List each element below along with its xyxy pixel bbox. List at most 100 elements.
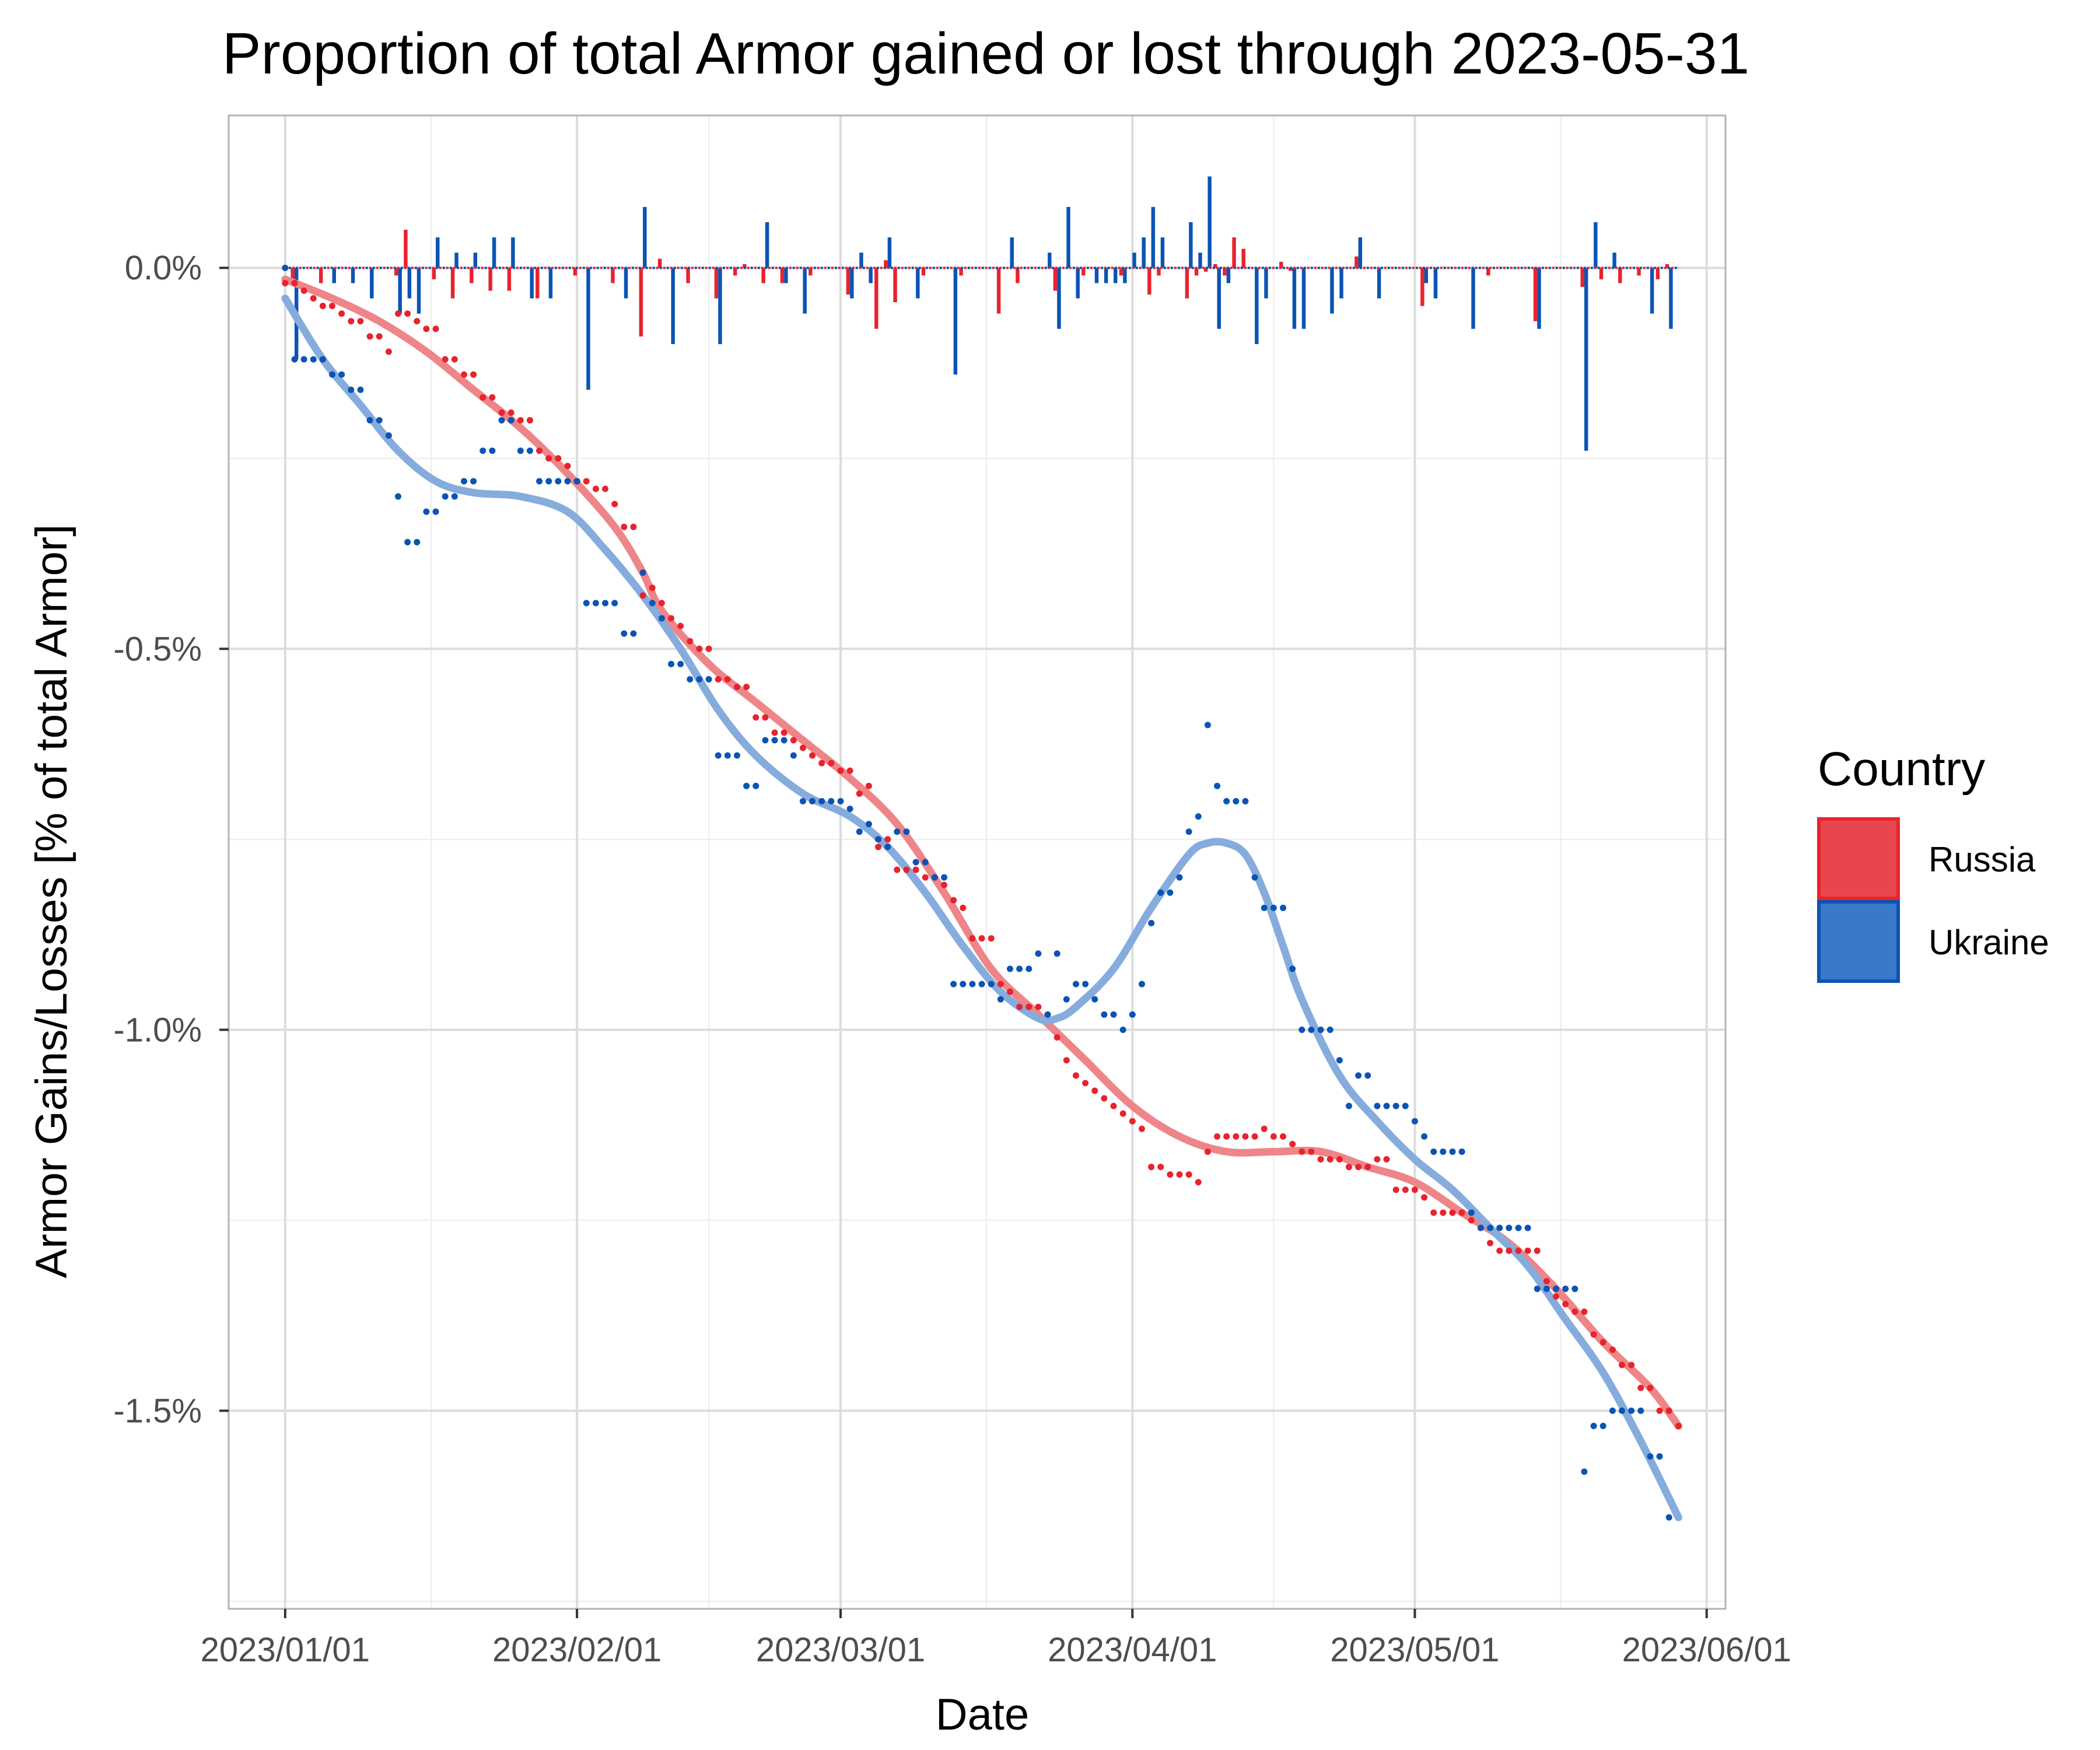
point-ukraine: [432, 508, 439, 515]
point-ukraine: [828, 798, 835, 805]
point-ukraine: [517, 447, 524, 454]
bar-ukraine: [1471, 268, 1475, 329]
point-ukraine: [818, 798, 825, 805]
bar-russia: [507, 268, 512, 291]
point-ukraine: [762, 737, 769, 744]
point-ukraine: [1063, 996, 1070, 1003]
point-ukraine: [1374, 1102, 1381, 1110]
point-russia: [291, 279, 298, 286]
point-ukraine: [1289, 965, 1296, 972]
point-ukraine: [639, 569, 646, 576]
point-ukraine: [1204, 722, 1211, 729]
legend-label-ukraine: Ukraine: [1929, 923, 2049, 962]
point-ukraine: [687, 676, 694, 683]
point-ukraine: [1562, 1285, 1569, 1292]
point-russia: [1157, 1163, 1164, 1170]
point-russia: [498, 409, 505, 416]
bar-ukraine: [1076, 268, 1080, 299]
point-ukraine: [630, 630, 637, 637]
point-ukraine: [1421, 1133, 1428, 1140]
point-ukraine: [846, 806, 853, 813]
point-ukraine: [1600, 1423, 1606, 1430]
point-russia: [1355, 1163, 1362, 1170]
bar-ukraine: [1132, 253, 1136, 268]
point-ukraine: [780, 737, 788, 744]
legend-label-russia: Russia: [1929, 840, 2036, 879]
point-russia: [376, 333, 383, 340]
point-ukraine: [1091, 996, 1098, 1003]
point-russia: [941, 881, 948, 888]
point-ukraine: [931, 874, 938, 881]
point-russia: [1656, 1407, 1663, 1414]
bar-ukraine: [1264, 268, 1268, 299]
point-ukraine: [508, 416, 514, 424]
bar-russia: [450, 268, 455, 299]
point-russia: [894, 866, 901, 873]
point-russia: [837, 767, 844, 774]
bar-russia: [874, 268, 878, 329]
bar-russia: [404, 229, 408, 268]
point-russia: [1298, 1148, 1306, 1155]
bar-russia: [1486, 268, 1490, 276]
point-ukraine: [545, 478, 552, 485]
point-russia: [1308, 1148, 1315, 1155]
point-russia: [1572, 1308, 1578, 1315]
point-russia: [639, 592, 646, 599]
point-russia: [385, 348, 392, 355]
legend: Country Russia Ukraine: [1817, 743, 2049, 983]
bar-russia: [686, 268, 690, 284]
point-ukraine: [366, 416, 373, 424]
bar-ukraine: [784, 268, 788, 284]
legend-key-russia: [1817, 817, 1900, 900]
point-ukraine: [1138, 981, 1145, 988]
point-russia: [583, 478, 590, 485]
point-ukraine: [894, 828, 901, 835]
bar-russia: [432, 268, 436, 279]
y-axis: 0.0% -0.5% -1.0% -1.5%: [113, 249, 229, 1430]
bar-russia: [1241, 249, 1245, 268]
point-russia: [856, 790, 863, 797]
point-russia: [978, 935, 985, 942]
point-ukraine: [573, 478, 580, 485]
bar-russia: [639, 268, 643, 337]
bar-russia: [1279, 261, 1283, 268]
point-ukraine: [357, 386, 364, 393]
point-ukraine: [1468, 1209, 1475, 1216]
bar-ukraine: [416, 268, 421, 314]
point-russia: [1421, 1194, 1428, 1201]
bar-ukraine: [1377, 268, 1381, 299]
point-russia: [1167, 1171, 1174, 1178]
bar-ukraine: [718, 268, 722, 344]
point-russia: [338, 310, 345, 317]
point-russia: [1637, 1384, 1644, 1391]
bar-ukraine: [436, 237, 440, 268]
point-russia: [1609, 1346, 1616, 1353]
point-russia: [480, 394, 487, 401]
point-russia: [310, 295, 317, 302]
bar-russia: [893, 268, 897, 302]
point-ukraine: [1543, 1285, 1550, 1292]
point-russia: [1204, 1148, 1211, 1155]
x-axis-title: Date: [936, 1690, 1030, 1740]
bar-ukraine: [643, 206, 647, 268]
point-russia: [300, 287, 307, 294]
point-ukraine: [489, 447, 496, 454]
bar-ukraine: [1057, 268, 1061, 329]
point-russia: [404, 310, 411, 317]
point-ukraine: [912, 859, 919, 866]
point-russia: [555, 455, 562, 462]
point-russia: [724, 676, 731, 683]
bar-russia: [761, 268, 765, 284]
point-ukraine: [338, 371, 345, 378]
point-ukraine: [385, 432, 392, 439]
bar-russia: [470, 268, 474, 284]
point-ukraine: [677, 660, 684, 667]
bar-russia: [1053, 268, 1058, 291]
point-russia: [799, 744, 806, 751]
point-ukraine: [526, 447, 533, 454]
bar-russia: [1016, 268, 1020, 284]
point-ukraine: [1581, 1468, 1588, 1475]
bar-ukraine: [492, 237, 496, 268]
point-ukraine: [414, 538, 421, 545]
